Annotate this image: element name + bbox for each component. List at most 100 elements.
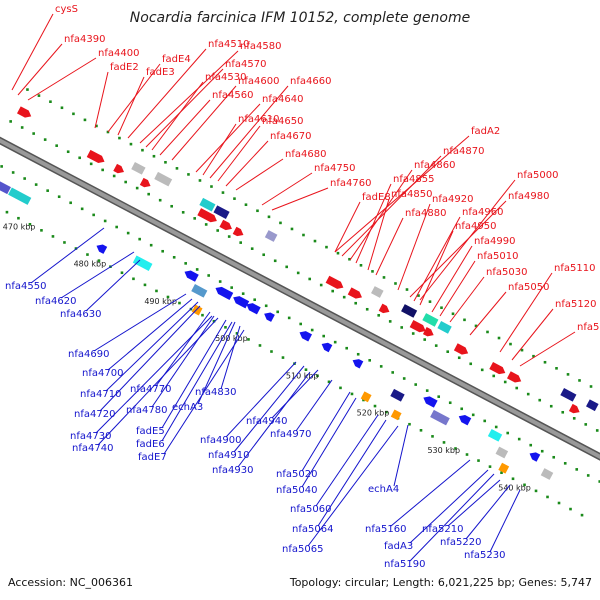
gc-dot [20, 126, 24, 129]
gc-dot [437, 395, 441, 398]
gc-dot [170, 204, 173, 208]
bottom-label-leader [225, 361, 297, 438]
gc-dot [193, 217, 196, 220]
gc-dot [155, 289, 158, 293]
bottom-gene-label: nfa4550 [5, 281, 46, 292]
feature-block [131, 161, 146, 175]
top-label-leader [499, 272, 553, 353]
bottom-gene-label: nfa4700 [82, 368, 123, 379]
reverse-gene [215, 286, 234, 300]
gc-dot [454, 447, 457, 450]
gc-dot [9, 120, 12, 123]
bottom-label-leader [315, 414, 379, 507]
top-gene-label: nfa4760 [330, 178, 371, 189]
gc-dot [595, 429, 599, 432]
gc-dot [520, 348, 524, 352]
gc-dot [97, 259, 101, 262]
gc-dot [333, 340, 337, 344]
gc-dot [0, 165, 3, 168]
bottom-label-leader [489, 489, 521, 553]
top-label-leader [159, 99, 211, 156]
gc-dot [63, 241, 66, 244]
gc-dot [281, 356, 285, 359]
top-gene-label: nfa4960 [462, 207, 503, 218]
gc-dot [517, 437, 521, 441]
top-label-leader [107, 63, 161, 133]
gc-dot [233, 197, 236, 200]
top-gene-label: nfa4855 [393, 174, 434, 185]
gc-dot [308, 277, 312, 281]
top-label-leader [261, 172, 313, 206]
top-label-leader [17, 43, 63, 96]
gc-dot [112, 174, 116, 178]
forward-gene [16, 106, 32, 118]
feature-block [191, 304, 203, 316]
gc-dot [299, 322, 302, 326]
gc-dot [11, 171, 15, 174]
gc-dot [276, 310, 279, 314]
feature-block [560, 388, 577, 402]
reverse-gene [246, 303, 261, 315]
gc-dot [17, 216, 20, 220]
reverse-gene [264, 312, 275, 322]
top-label-leader [334, 135, 470, 253]
bottom-gene-label: fadE6 [136, 439, 165, 450]
gc-dot [230, 286, 233, 289]
bottom-gene-label: nfa4970 [270, 429, 311, 440]
gc-dot [586, 474, 590, 477]
gc-dot [181, 211, 185, 214]
top-gene-label: nfa4530 [205, 72, 246, 83]
gc-dot [477, 459, 480, 462]
bottom-gene-label: fadE7 [138, 452, 167, 463]
gc-dot [60, 106, 64, 110]
bottom-gene-label: echA4 [368, 484, 399, 495]
gc-dot [414, 383, 418, 386]
feature-block [437, 321, 452, 334]
gc-dot [589, 385, 593, 388]
bottom-label-leader [409, 469, 489, 544]
gc-dot [572, 417, 576, 420]
reverse-gene [321, 342, 333, 353]
top-label-leader [341, 155, 442, 257]
gc-dot [152, 154, 156, 158]
gc-dot [543, 360, 547, 364]
gc-dot [561, 410, 565, 414]
gc-dot [529, 443, 533, 447]
gc-dot [264, 304, 268, 308]
gc-dot [304, 368, 308, 372]
top-label-leader [145, 68, 224, 148]
bottom-label-leader [301, 397, 357, 488]
bottom-label-leader [409, 473, 495, 562]
gc-dot [32, 132, 35, 135]
gc-dot [310, 328, 314, 332]
bottom-gene-label: nfa4630 [60, 309, 101, 320]
gc-dot [316, 374, 319, 378]
top-label-leader [27, 57, 97, 101]
top-label-leader [151, 81, 204, 151]
gc-dot [494, 425, 498, 429]
gc-dot [411, 332, 415, 335]
gc-dot [28, 222, 32, 226]
forward-gene [378, 303, 390, 314]
gc-dot [89, 162, 93, 166]
top-gene-label: nfa4650 [262, 116, 303, 127]
gc-dot [120, 271, 124, 275]
gc-dot [49, 100, 52, 104]
gc-dot [141, 148, 144, 152]
feature-block [132, 255, 153, 271]
gc-dot [172, 256, 176, 259]
gc-dot [408, 422, 411, 426]
gc-dot [227, 235, 231, 238]
bottom-gene-label: nfa4690 [68, 349, 109, 360]
gc-dot [336, 251, 340, 255]
gc-dot [377, 314, 381, 317]
gc-dot [184, 262, 187, 265]
gc-dot [43, 138, 47, 141]
top-gene-label: nfa5000 [517, 170, 558, 181]
gc-dot [124, 180, 127, 184]
top-gene-label: nfa4580 [240, 41, 281, 52]
gc-dot [350, 392, 354, 396]
forward-gene [453, 343, 469, 355]
top-gene-label: nfa5110 [554, 263, 595, 274]
